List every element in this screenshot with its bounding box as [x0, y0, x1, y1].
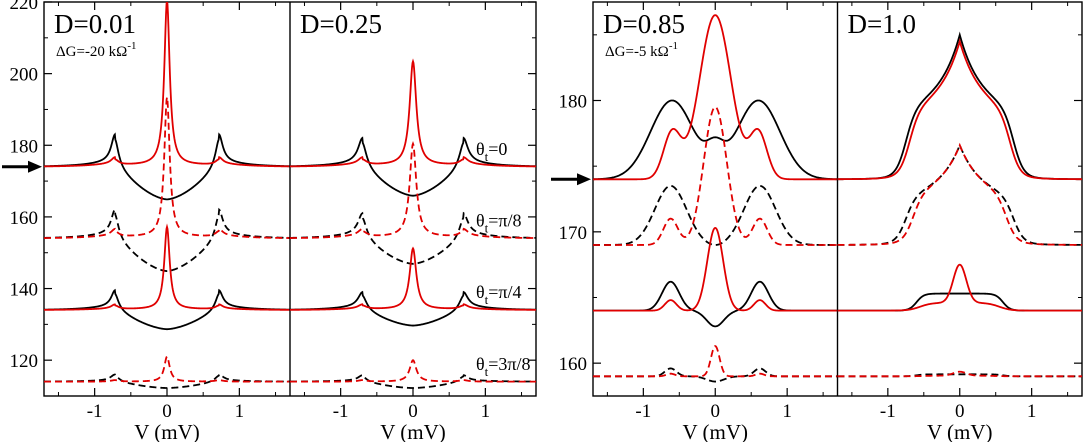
theta-subscript: t	[485, 149, 489, 164]
y-tick-label: 180	[559, 92, 588, 113]
series-line	[44, 355, 290, 383]
series-line	[44, 132, 290, 201]
x-axis-label: V (mV)	[380, 420, 446, 442]
series-line	[837, 38, 1082, 181]
series-line	[593, 280, 838, 328]
series-line	[593, 345, 838, 378]
y-tick-label: 160	[559, 354, 588, 375]
x-tick-label: 1	[235, 401, 245, 422]
x-tick-label: 0	[955, 401, 965, 422]
series-line	[44, 223, 290, 311]
theta-subscript: t	[485, 364, 489, 379]
y-tick-label: 220	[10, 0, 39, 14]
delta-g-annotation: ΔG=-5 kΩ-1	[605, 40, 678, 60]
series-line	[837, 142, 1082, 246]
series-line	[44, 207, 290, 272]
theta-value: =π/8	[488, 210, 521, 230]
series-line	[593, 106, 838, 246]
theta-value: =0	[488, 139, 507, 159]
panel-1-1: -1 0 1 V (mV) D=1.0	[836, 2, 1082, 442]
series-line	[837, 370, 1082, 378]
y-tick-label: 120	[10, 351, 39, 372]
series-line	[290, 136, 536, 197]
series-line	[593, 184, 838, 246]
chart-group-left: 120 140 160 180 200 220 -1 0 1 V (mV) D=0.01ΔG=-20…	[2, 0, 537, 442]
y-tick-label: 180	[10, 136, 39, 157]
x-tick-label: 0	[162, 401, 172, 422]
x-tick-label: 0	[711, 401, 721, 422]
theta-label: θt=0	[476, 139, 507, 164]
series-line	[290, 140, 536, 239]
x-tick-label: -1	[333, 401, 349, 422]
x-tick-label: -1	[635, 401, 651, 422]
y-tick-label: 170	[559, 223, 588, 244]
series-line	[837, 292, 1082, 312]
panel-title: D=0.01	[54, 9, 136, 39]
series-line	[593, 367, 838, 383]
series-line	[290, 246, 536, 311]
series-line	[290, 359, 536, 383]
theta-value: =3π/8	[488, 354, 530, 374]
delta-g-superscript: -1	[127, 40, 136, 52]
theta-subscript: t	[485, 292, 489, 307]
y-tick-label: 200	[10, 65, 39, 86]
series-line	[44, 2, 290, 168]
arrow-head	[577, 173, 591, 186]
series-line	[290, 290, 536, 327]
x-axis-label: V (mV)	[134, 420, 200, 442]
panel-title: D=0.25	[300, 9, 382, 39]
x-tick-label: -1	[87, 401, 103, 422]
series-line	[593, 226, 838, 312]
series-line	[837, 31, 1082, 181]
series-line	[837, 142, 1082, 246]
x-axis-label: V (mV)	[927, 420, 993, 442]
theta-label: θt=π/8	[476, 210, 522, 235]
series-line	[290, 211, 536, 265]
y-tick-label: 140	[10, 280, 39, 301]
panel-0-1: -1 0 1 V (mV) D=0.25	[289, 2, 536, 442]
y-tick-label: 160	[10, 208, 39, 229]
x-tick-label: 1	[782, 401, 792, 422]
series-line	[837, 263, 1082, 312]
delta-g-superscript: -1	[669, 40, 678, 52]
series-line	[44, 97, 290, 239]
panel-title: D=1.0	[848, 9, 916, 39]
series-line	[290, 374, 536, 389]
arrow-head	[28, 160, 42, 173]
delta-g-annotation: ΔG=-20 kΩ-1	[56, 40, 137, 60]
x-tick-label: 1	[1027, 401, 1037, 422]
theta-subscript: t	[485, 220, 489, 235]
theta-label: θt=π/4	[476, 282, 522, 307]
theta-value: =π/4	[488, 282, 521, 302]
series-line	[290, 58, 536, 168]
series-line	[593, 99, 838, 181]
x-tick-label: 0	[408, 401, 418, 422]
x-tick-label: -1	[880, 401, 896, 422]
x-tick-label: 1	[481, 401, 491, 422]
theta-label: θt=3π/8	[476, 354, 531, 379]
series-line	[593, 14, 838, 181]
series-line	[44, 288, 290, 331]
x-axis-label: V (mV)	[682, 420, 748, 442]
panel-title: D=0.85	[603, 9, 685, 39]
